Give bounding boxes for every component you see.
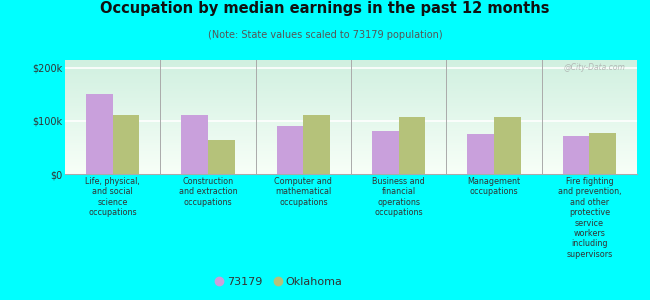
Text: Fire fighting
and prevention,
and other
protective
service
workers
including
sup: Fire fighting and prevention, and other … — [558, 177, 621, 259]
Bar — [86, 94, 112, 174]
Text: Computer and
mathematical
occupations: Computer and mathematical occupations — [274, 177, 332, 207]
Bar — [590, 133, 616, 174]
Text: @City-Data.com: @City-Data.com — [564, 63, 625, 72]
Text: Life, physical,
and social
science
occupations: Life, physical, and social science occup… — [85, 177, 140, 217]
Text: Construction
and extraction
occupations: Construction and extraction occupations — [179, 177, 237, 207]
Text: Management
occupations: Management occupations — [467, 177, 521, 197]
Bar — [304, 115, 330, 174]
Bar — [494, 117, 521, 174]
Text: (Note: State values scaled to 73179 population): (Note: State values scaled to 73179 popu… — [208, 30, 442, 40]
Bar — [112, 115, 139, 174]
Bar — [398, 117, 425, 174]
Bar — [277, 126, 304, 174]
Text: Occupation by median earnings in the past 12 months: Occupation by median earnings in the pas… — [100, 2, 550, 16]
Legend: 73179, Oklahoma: 73179, Oklahoma — [213, 272, 346, 291]
Bar — [208, 140, 235, 174]
Bar — [563, 136, 590, 174]
Bar — [467, 134, 494, 174]
Bar — [181, 115, 208, 174]
Text: Business and
financial
operations
occupations: Business and financial operations occupa… — [372, 177, 425, 217]
Bar — [372, 130, 398, 174]
